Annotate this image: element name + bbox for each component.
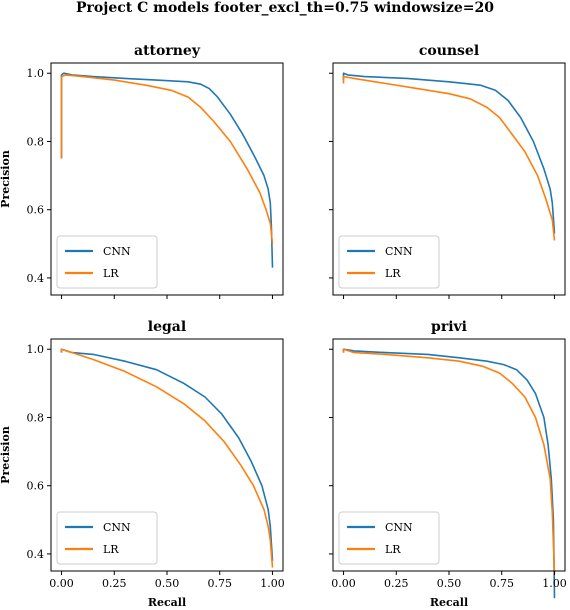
legend-label-cnn: CNN [385, 521, 413, 534]
subplot-title: counsel [419, 43, 479, 59]
series-line-lr [342, 348, 556, 575]
y-tick-label: 0.8 [27, 135, 45, 148]
legend-box [338, 511, 440, 565]
x-tick-label: 0.00 [331, 577, 356, 590]
legend-label-cnn: CNN [103, 521, 131, 534]
subplot-title: attorney [134, 43, 201, 59]
x-tick-label: 0.25 [384, 577, 409, 590]
y-tick-label: 0.6 [27, 480, 45, 493]
legend-label-cnn: CNN [103, 245, 131, 258]
legend-label-lr: LR [385, 267, 401, 280]
x-tick-label: 0.50 [437, 577, 462, 590]
y-tick-label: 0.6 [27, 204, 45, 217]
legend-box [338, 235, 440, 289]
legend-label-cnn: CNN [385, 245, 413, 258]
subplot-title: privi [431, 319, 467, 335]
x-tick-label: 0.75 [207, 577, 232, 590]
subplot-counsel: counsel CNN LR [329, 43, 566, 299]
figure-title: Project C models footer_excl_th=0.75 win… [76, 0, 494, 16]
series-line-lr [60, 348, 274, 568]
legend-label-lr: LR [385, 543, 401, 556]
legend-label-lr: LR [103, 267, 119, 280]
legend: CNN LR [338, 235, 440, 289]
series-line-cnn [342, 72, 556, 234]
x-tick-label: 1.00 [260, 577, 285, 590]
x-tick-label: 0.75 [489, 577, 514, 590]
subplot-attorney: attorney 0.4 0.6 0.8 1.0 Precision CNN LR [0, 43, 284, 299]
y-axis-label: Precision [0, 150, 12, 208]
y-tick-label: 0.4 [27, 272, 45, 285]
y-tick-label: 0.8 [27, 411, 45, 424]
legend-box [56, 511, 158, 565]
subplot-title: legal [148, 319, 186, 335]
x-tick-label: 1.00 [542, 577, 567, 590]
legend: CNN LR [56, 235, 158, 289]
legend-box [56, 235, 158, 289]
subplot-privi: privi 0.00 0.25 0.50 0.75 1.00 Recall CNN LR [329, 319, 567, 609]
legend: CNN LR [338, 511, 440, 565]
series-line-lr [342, 75, 556, 241]
y-axis-label: Precision [0, 426, 12, 484]
y-tick-label: 1.0 [27, 343, 45, 356]
y-tick-label: 1.0 [27, 67, 45, 80]
x-axis-label: Recall [430, 596, 468, 609]
x-tick-label: 0.50 [155, 577, 180, 590]
series-line-lr [60, 74, 274, 244]
x-tick-label: 0.25 [102, 577, 127, 590]
x-tick-label: 0.00 [49, 577, 74, 590]
series-line-cnn [60, 348, 274, 561]
y-tick-label: 0.4 [27, 548, 45, 561]
x-axis-label: Recall [148, 596, 186, 609]
legend-label-lr: LR [103, 543, 119, 556]
subplot-legal: legal 0.4 0.6 0.8 1.0 0.00 0.25 0.50 0.75 1.00 Pre… [0, 319, 285, 609]
series-line-cnn [342, 348, 556, 599]
legend: CNN LR [56, 511, 158, 565]
